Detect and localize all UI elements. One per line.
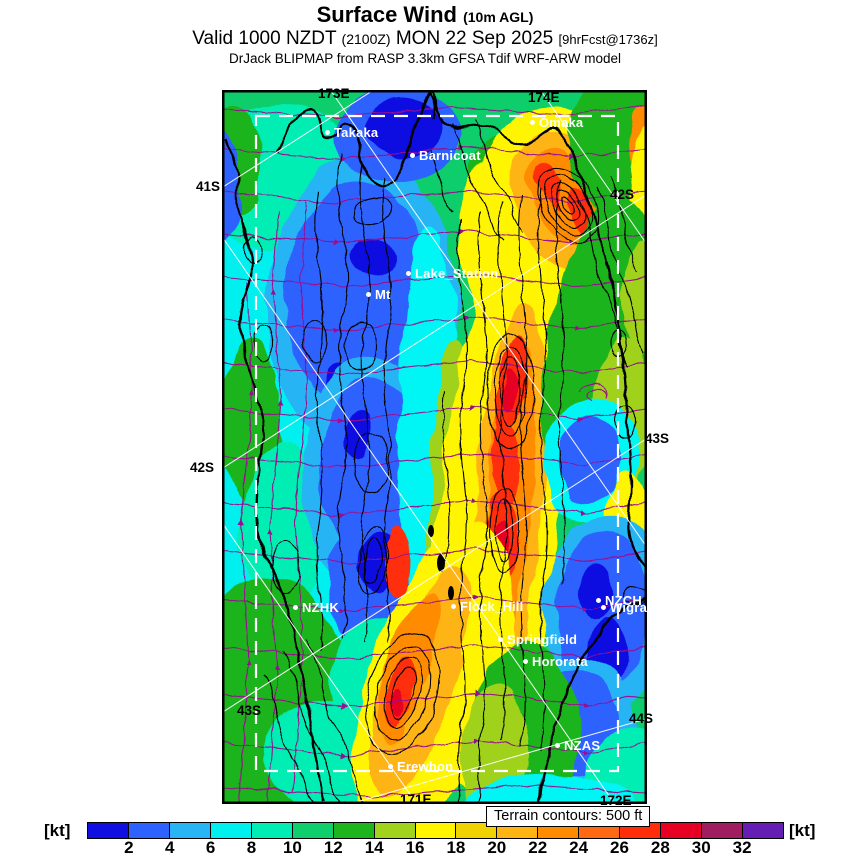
colorbar xyxy=(87,822,784,839)
station-marker: Hororata xyxy=(523,654,588,669)
colorbar-segment xyxy=(209,823,251,838)
colorbar-segment xyxy=(742,823,783,838)
station-label: NZHK xyxy=(302,600,339,615)
station-marker: NZCH xyxy=(596,593,642,608)
colorbar-tick: 10 xyxy=(282,838,302,857)
colorbar-segment xyxy=(373,823,415,838)
station-marker: Mt xyxy=(366,287,391,302)
station-dot xyxy=(388,764,393,769)
station-marker: Omaka xyxy=(530,115,583,130)
colorbar-tick: 22 xyxy=(528,838,548,857)
valid-prefix: Valid 1000 NZDT xyxy=(192,28,337,50)
station-marker: Flock_Hill xyxy=(451,599,523,614)
station-label: NZCH xyxy=(605,593,642,608)
grid-label: 41S xyxy=(196,179,221,194)
station-marker: Takaka xyxy=(325,125,378,140)
station-label: Flock_Hill xyxy=(460,599,524,614)
map-frame xyxy=(223,91,646,803)
page-title: Surface Wind (10m AGL) xyxy=(0,2,850,27)
wind-map: Takaka Barnicoat Omaka Lake_Station Mt NZHK Fl… xyxy=(222,90,659,804)
station-label: Springfield xyxy=(507,632,578,647)
grid-label: 42S xyxy=(610,187,635,202)
grid-label: 174E xyxy=(528,90,560,105)
lakes xyxy=(428,525,454,600)
wind-streamlines xyxy=(223,104,646,803)
grid-label: 173E xyxy=(318,86,350,101)
station-label: Wigram xyxy=(610,600,659,615)
station-marker: Erewhon xyxy=(388,759,453,774)
station-marker: Wigram xyxy=(601,600,659,615)
station-label: NZAS xyxy=(564,738,601,753)
colorbar-segment xyxy=(250,823,292,838)
valid-date: MON 22 Sep 2025 xyxy=(395,28,554,50)
colorbar-segment xyxy=(168,823,210,838)
station-label: Omaka xyxy=(539,115,584,130)
grid-label: 42S xyxy=(190,460,215,475)
station-dot xyxy=(293,605,298,610)
grid-label: 172E xyxy=(600,793,632,808)
colorbar-tick: 8 xyxy=(246,838,257,857)
colorbar-tick: 14 xyxy=(364,838,384,857)
station-dot xyxy=(451,604,456,609)
grid-label: 44S xyxy=(629,711,654,726)
colorbar-segment xyxy=(291,823,333,838)
colorbar-tick: 12 xyxy=(323,838,343,857)
colorbar-tick: 4 xyxy=(165,838,175,857)
station-dot xyxy=(406,271,411,276)
colorbar-segment xyxy=(127,823,169,838)
colorbar-tick: 30 xyxy=(691,838,711,857)
colorbar-unit-left: [kt] xyxy=(44,821,71,840)
station-marker: Lake_Station xyxy=(406,266,498,281)
colorbar-tick: 6 xyxy=(205,838,216,857)
colorbar-segment xyxy=(660,823,702,838)
domain-box xyxy=(254,114,620,773)
station-dot xyxy=(325,130,330,135)
title-suffix: (10m AGL) xyxy=(463,9,534,25)
colorbar-tick: 16 xyxy=(405,838,425,857)
station-label: Mt xyxy=(375,287,391,302)
colorbar-segment xyxy=(88,823,128,838)
model-line: DrJack BLIPMAP from RASP 3.3km GFSA Tdif… xyxy=(228,51,622,67)
station-marker: NZHK xyxy=(293,600,339,615)
station-dot xyxy=(366,292,371,297)
station-dot xyxy=(498,637,503,642)
station-label: Hororata xyxy=(532,654,588,669)
colorbar-segment xyxy=(414,823,456,838)
header: Surface Wind (10m AGL) Valid 1000 NZDT (… xyxy=(0,2,850,67)
colorbar-tick: 32 xyxy=(732,838,752,857)
station-label: Takaka xyxy=(334,125,379,140)
map-image xyxy=(223,91,646,803)
station-label: Barnicoat xyxy=(419,148,481,163)
station-marker: NZAS xyxy=(555,738,600,753)
colorbar-segment xyxy=(332,823,374,838)
valid-zulu: (2100Z) xyxy=(341,31,391,48)
station-label: Erewhon xyxy=(397,759,454,774)
coastline xyxy=(223,91,646,803)
station-dot xyxy=(530,120,535,125)
colorbar-tick: 28 xyxy=(650,838,670,857)
forecast-tag: [9hrFcst@1736z] xyxy=(558,32,658,48)
colorbar-tick: 2 xyxy=(124,838,134,857)
grid-label: 171E xyxy=(400,792,432,807)
valid-line: Valid 1000 NZDT (2100Z) MON 22 Sep 2025 … xyxy=(0,28,850,50)
grid-label: 43S xyxy=(237,703,262,718)
station-dot xyxy=(523,659,528,664)
station-dot xyxy=(601,605,606,610)
colorbar-tick: 20 xyxy=(487,838,507,857)
title-main: Surface Wind xyxy=(316,2,457,27)
terrain-note: Terrain contours: 500 ft xyxy=(486,806,651,827)
colorbar-tick: 26 xyxy=(610,838,629,857)
colorbar-tick: 18 xyxy=(446,838,466,857)
grid-label: 43S xyxy=(645,431,670,446)
station-label: Lake_Station xyxy=(415,266,499,281)
station-dot xyxy=(596,598,601,603)
colorbar-tick: 24 xyxy=(569,838,589,857)
colorbar-unit-right: [kt] xyxy=(789,821,816,840)
station-marker: Springfield xyxy=(498,632,577,647)
station-dot xyxy=(410,153,415,158)
colorbar-segment xyxy=(701,823,742,838)
station-dot xyxy=(555,743,560,748)
station-marker: Barnicoat xyxy=(410,148,481,163)
